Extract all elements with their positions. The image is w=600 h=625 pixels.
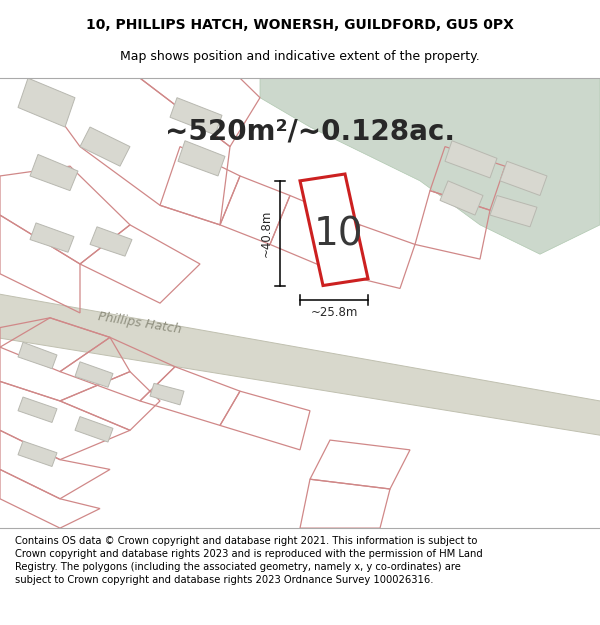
Text: ~520m²/~0.128ac.: ~520m²/~0.128ac. — [165, 118, 455, 146]
Polygon shape — [30, 223, 74, 253]
Polygon shape — [18, 397, 57, 422]
Text: ~40.8m: ~40.8m — [260, 209, 272, 257]
Text: ~25.8m: ~25.8m — [310, 306, 358, 319]
Polygon shape — [440, 181, 483, 215]
Polygon shape — [445, 141, 497, 178]
Polygon shape — [90, 227, 132, 256]
Text: Map shows position and indicative extent of the property.: Map shows position and indicative extent… — [120, 50, 480, 62]
Text: Contains OS data © Crown copyright and database right 2021. This information is : Contains OS data © Crown copyright and d… — [15, 536, 483, 586]
Text: 10: 10 — [314, 216, 364, 254]
Text: Phillips Hatch: Phillips Hatch — [97, 309, 182, 336]
Polygon shape — [0, 293, 600, 435]
Polygon shape — [300, 174, 368, 286]
Polygon shape — [75, 362, 113, 388]
Polygon shape — [260, 78, 600, 254]
Polygon shape — [75, 417, 113, 442]
Polygon shape — [80, 127, 130, 166]
Polygon shape — [178, 141, 225, 176]
Polygon shape — [490, 196, 537, 227]
Polygon shape — [18, 441, 57, 466]
Text: 10, PHILLIPS HATCH, WONERSH, GUILDFORD, GU5 0PX: 10, PHILLIPS HATCH, WONERSH, GUILDFORD, … — [86, 18, 514, 32]
Polygon shape — [500, 161, 547, 196]
Polygon shape — [30, 154, 78, 191]
Polygon shape — [18, 78, 75, 127]
Polygon shape — [18, 342, 57, 369]
Polygon shape — [150, 383, 184, 405]
Polygon shape — [170, 98, 222, 135]
